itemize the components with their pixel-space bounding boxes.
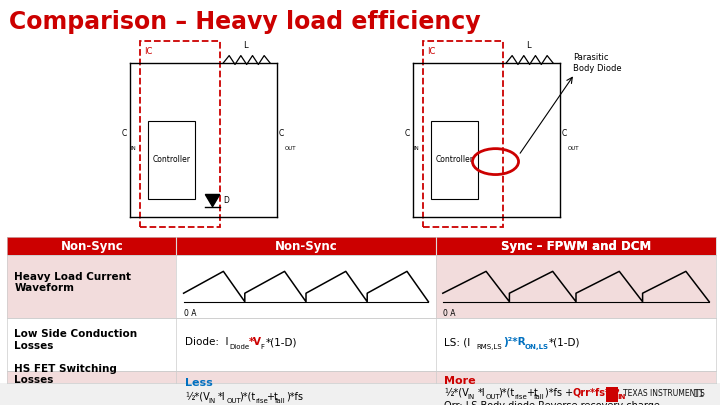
- Text: )²*R: )²*R: [503, 337, 526, 347]
- Text: *(1-D): *(1-D): [549, 337, 580, 347]
- Bar: [436, 318, 716, 371]
- Bar: [148, 121, 196, 199]
- Text: OUT: OUT: [227, 399, 241, 404]
- Text: ½*(V: ½*(V: [185, 392, 210, 402]
- Text: Qrr*fs*V: Qrr*fs*V: [572, 388, 618, 398]
- Text: +t: +t: [526, 388, 537, 398]
- Text: rise: rise: [514, 394, 527, 400]
- Text: OUT: OUT: [284, 146, 296, 151]
- Text: fall: fall: [275, 399, 286, 404]
- Text: More: More: [444, 376, 476, 386]
- Text: LS: (I: LS: (I: [444, 337, 470, 347]
- Text: Non-Sync: Non-Sync: [274, 239, 338, 253]
- Text: *(1-D): *(1-D): [266, 337, 297, 347]
- Text: Diode: Diode: [230, 344, 250, 350]
- Bar: [436, 371, 716, 383]
- Polygon shape: [205, 194, 220, 207]
- Text: IN: IN: [208, 399, 215, 404]
- Bar: [436, 255, 716, 318]
- Text: OUT: OUT: [486, 394, 500, 400]
- Text: rise: rise: [255, 399, 268, 404]
- Text: Controller: Controller: [153, 155, 191, 164]
- Text: TEXAS INSTRUMENTS: TEXAS INSTRUMENTS: [623, 389, 705, 399]
- Text: Low Side Conduction
Losses: Low Side Conduction Losses: [14, 329, 138, 351]
- Text: +t: +t: [266, 392, 278, 402]
- Text: Heavy Load Current
Waveform: Heavy Load Current Waveform: [14, 272, 132, 293]
- Text: IN: IN: [617, 394, 626, 400]
- Text: Sync – FPWM and DCM: Sync – FPWM and DCM: [501, 239, 651, 253]
- Text: fall: fall: [534, 394, 545, 400]
- Bar: [7, 237, 716, 255]
- Text: C: C: [279, 129, 284, 138]
- Bar: [606, 387, 618, 402]
- Bar: [7, 371, 176, 383]
- Text: Less: Less: [185, 378, 213, 388]
- Text: Sync – FPWM and DCM: Sync – FPWM and DCM: [501, 239, 651, 253]
- Text: OUT: OUT: [567, 146, 579, 151]
- Text: Comparison – Heavy load efficiency: Comparison – Heavy load efficiency: [9, 10, 480, 34]
- Text: D: D: [223, 196, 229, 205]
- Text: IN: IN: [467, 394, 474, 400]
- Text: L: L: [243, 41, 248, 50]
- Text: IC: IC: [427, 47, 436, 55]
- Bar: [431, 121, 478, 199]
- Text: *: *: [248, 337, 253, 347]
- Text: Non-Sync: Non-Sync: [60, 239, 123, 253]
- Text: )*fs +: )*fs +: [545, 388, 576, 398]
- Text: Diode:  I: Diode: I: [185, 337, 228, 347]
- Text: *I: *I: [477, 388, 485, 398]
- Text: 0 A: 0 A: [184, 309, 196, 318]
- Text: *I: *I: [218, 392, 226, 402]
- Text: F: F: [261, 344, 265, 350]
- Text: IN: IN: [413, 146, 419, 151]
- Bar: [176, 255, 436, 318]
- Bar: [423, 40, 503, 227]
- Bar: [7, 255, 176, 318]
- Text: Qrr: LS Body diode Reverse recovery charge: Qrr: LS Body diode Reverse recovery char…: [444, 401, 660, 405]
- Text: )*(t: )*(t: [498, 388, 515, 398]
- Bar: [7, 318, 176, 371]
- Text: V: V: [253, 337, 261, 347]
- Text: IN: IN: [130, 146, 136, 151]
- Text: )*(t: )*(t: [239, 392, 256, 402]
- Bar: [176, 318, 436, 371]
- Text: IC: IC: [144, 47, 153, 55]
- Text: C: C: [122, 129, 127, 138]
- Bar: [176, 371, 436, 383]
- Text: HS FET Switching
Losses: HS FET Switching Losses: [14, 364, 117, 386]
- Text: C: C: [562, 129, 567, 138]
- Text: 0 A: 0 A: [443, 309, 455, 318]
- Bar: [7, 237, 716, 255]
- Text: ON,LS: ON,LS: [525, 344, 549, 350]
- Text: L: L: [526, 41, 531, 50]
- Text: RMS,LS: RMS,LS: [476, 344, 502, 350]
- FancyArrowPatch shape: [613, 390, 618, 394]
- Text: C: C: [405, 129, 410, 138]
- Text: )*fs: )*fs: [286, 392, 303, 402]
- Text: Parasitic
Body Diode: Parasitic Body Diode: [573, 53, 622, 72]
- Text: Controller: Controller: [436, 155, 474, 164]
- Text: 11: 11: [693, 389, 706, 399]
- Bar: [140, 40, 220, 227]
- Bar: [0, 383, 720, 405]
- Text: ½*(V: ½*(V: [444, 388, 469, 398]
